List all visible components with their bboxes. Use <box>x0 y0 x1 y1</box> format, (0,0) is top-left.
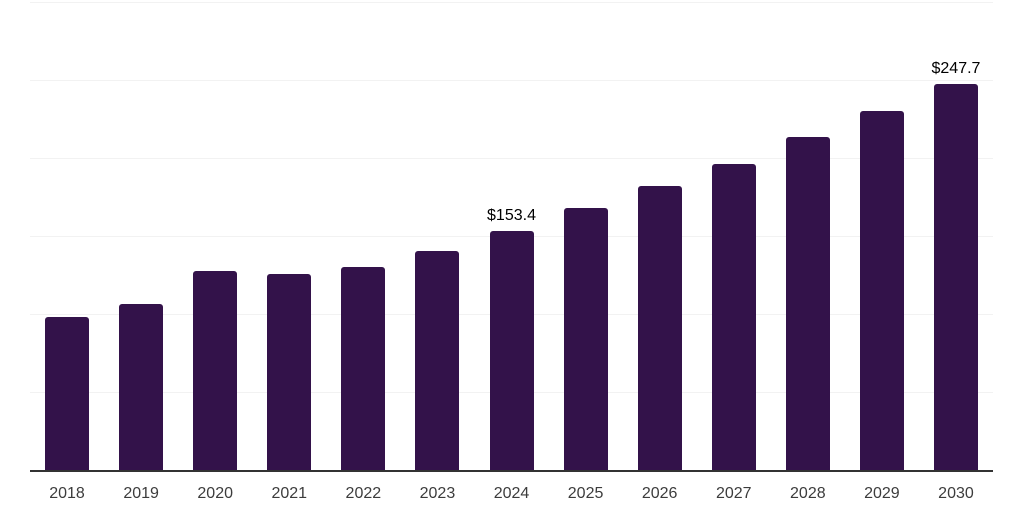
bar-slot-2023 <box>400 2 474 470</box>
x-tick-label-2023: 2023 <box>419 485 456 502</box>
x-tick-label-2024: 2024 <box>493 485 530 502</box>
bar-2027 <box>711 163 756 470</box>
bar-slot-2019 <box>104 2 178 470</box>
x-tick-label-2025: 2025 <box>567 485 604 502</box>
x-tick-label-2018: 2018 <box>49 485 85 502</box>
bar-slot-2028 <box>771 2 845 470</box>
bar-value-label-2024: $153.4 <box>487 206 536 224</box>
x-axis-tick-labels: 2018 2019 2020 2021 2022 2023 2024 2025 2026 2027… <box>30 484 993 503</box>
bar-2028 <box>785 136 830 470</box>
bar-2024 <box>489 230 534 470</box>
gridline <box>30 79 993 81</box>
x-tick-label-2027: 2027 <box>715 485 752 502</box>
x-tick-label-2022: 2022 <box>345 485 382 502</box>
gridline <box>30 157 993 159</box>
bar-slot-2024: $153.4 <box>474 2 548 470</box>
x-tick-label-2028: 2028 <box>790 485 826 502</box>
bar-2018 <box>45 316 90 470</box>
x-tick-label-2020: 2020 <box>197 485 233 502</box>
x-tick-label-2021: 2021 <box>271 485 308 502</box>
bar-slot-2025 <box>549 2 623 470</box>
bar-2020 <box>193 271 238 470</box>
bar-2022 <box>341 267 386 470</box>
bar-slot-2018 <box>30 2 104 470</box>
x-tick-label-2030: 2030 <box>938 485 974 502</box>
bar-2025 <box>563 207 608 470</box>
bar-slot-2026 <box>623 2 697 470</box>
bar-2019 <box>119 303 164 470</box>
x-tick-label-2029: 2029 <box>864 485 900 502</box>
bar-slot-2021 <box>252 2 326 470</box>
x-tick-label-2019: 2019 <box>123 485 159 502</box>
bar-2021 <box>267 274 312 470</box>
bar-slot-2027 <box>697 2 771 470</box>
gridline <box>30 1 993 3</box>
bar-slot-2029 <box>845 2 919 470</box>
x-tick-label-2026: 2026 <box>641 485 678 502</box>
bars-container: $153.4 $247.7 <box>30 2 993 470</box>
bar-2026 <box>637 185 682 470</box>
plot-area: $153.4 $247.7 <box>30 1 993 472</box>
bar-slot-2022 <box>326 2 400 470</box>
bar-slot-2020 <box>178 2 252 470</box>
bar-2029 <box>859 111 904 470</box>
bar-value-label-2030: $247.7 <box>931 59 981 77</box>
bar-2023 <box>415 250 460 470</box>
bar-2030 <box>933 83 978 470</box>
bar-slot-2030: $247.7 <box>919 2 993 470</box>
